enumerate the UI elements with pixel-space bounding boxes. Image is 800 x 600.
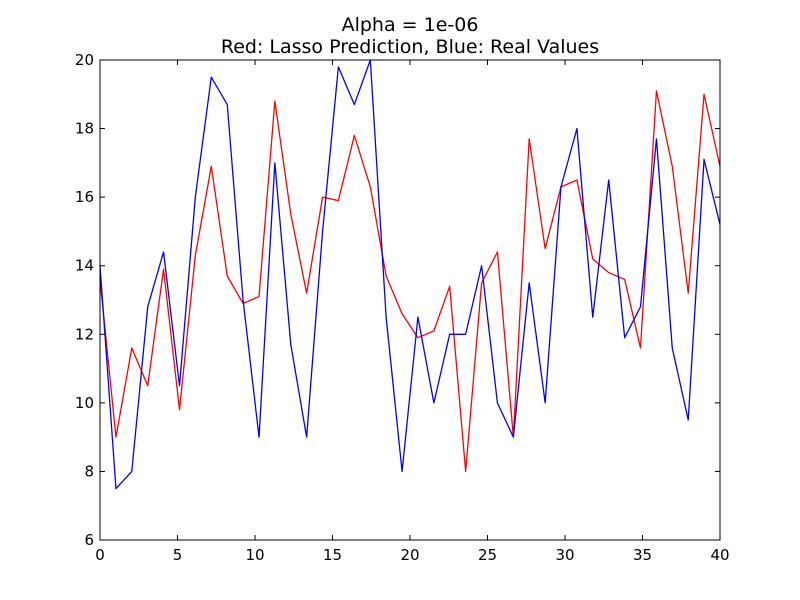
series-layer: [99, 59, 721, 490]
x-tick-label: 25: [478, 546, 497, 564]
y-tick-label: 12: [75, 325, 94, 343]
y-tick-label: 6: [84, 531, 94, 549]
axis-ticks: 0 5 10 15 20 25 30 35 40 6 8 10 12 14 16 18 20: [75, 51, 730, 564]
x-tick-label: 35: [633, 546, 652, 564]
y-tick-label: 20: [75, 51, 94, 69]
series-line-1: [99, 59, 721, 490]
series-line-0: [99, 90, 721, 473]
x-tick-label: 15: [323, 546, 342, 564]
x-tick-label: 20: [400, 546, 419, 564]
x-tick-label: 0: [95, 546, 105, 564]
y-tick-label: 8: [84, 462, 94, 480]
y-tick-label: 16: [75, 188, 94, 206]
x-tick-label: 30: [555, 546, 574, 564]
y-tick-label: 14: [75, 257, 94, 275]
x-tick-label: 10: [245, 546, 264, 564]
chart-subtitle: Red: Lasso Prediction, Blue: Real Values: [221, 36, 599, 58]
plot-area-frame: [99, 59, 721, 541]
x-tick-label: 5: [173, 546, 183, 564]
y-tick-label: 18: [75, 120, 94, 138]
chart-title: Alpha = 1e-06: [342, 14, 479, 36]
x-tick-label: 40: [710, 546, 729, 564]
y-tick-label: 10: [75, 394, 94, 412]
